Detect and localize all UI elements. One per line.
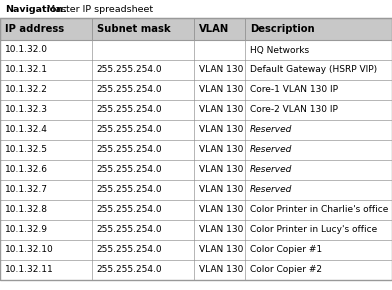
- Text: 255.255.254.0: 255.255.254.0: [97, 106, 162, 115]
- Text: 255.255.254.0: 255.255.254.0: [97, 206, 162, 215]
- Text: 10.1.32.10: 10.1.32.10: [5, 246, 53, 255]
- Text: VLAN 130: VLAN 130: [199, 86, 243, 95]
- Text: VLAN 130: VLAN 130: [199, 266, 243, 275]
- Text: 10.1.32.0: 10.1.32.0: [5, 46, 48, 55]
- Text: VLAN 130: VLAN 130: [199, 206, 243, 215]
- Text: 10.1.32.8: 10.1.32.8: [5, 206, 48, 215]
- Bar: [0, 180, 392, 200]
- Text: VLAN 130: VLAN 130: [199, 226, 243, 235]
- Text: Reserved: Reserved: [250, 166, 292, 175]
- Text: VLAN 130: VLAN 130: [199, 146, 243, 155]
- Text: Color Copier #2: Color Copier #2: [250, 266, 322, 275]
- Text: VLAN 130: VLAN 130: [199, 106, 243, 115]
- Text: 255.255.254.0: 255.255.254.0: [97, 126, 162, 135]
- Text: IP address: IP address: [5, 24, 64, 34]
- Text: Reserved: Reserved: [250, 126, 292, 135]
- Text: Description: Description: [250, 24, 314, 34]
- Bar: [0, 240, 392, 260]
- Text: 255.255.254.0: 255.255.254.0: [97, 226, 162, 235]
- Bar: [0, 18, 392, 40]
- Text: 10.1.32.7: 10.1.32.7: [5, 186, 48, 195]
- Text: VLAN: VLAN: [199, 24, 229, 34]
- Bar: [0, 60, 392, 80]
- Text: 10.1.32.4: 10.1.32.4: [5, 126, 47, 135]
- Text: 255.255.254.0: 255.255.254.0: [97, 186, 162, 195]
- Text: 10.1.32.3: 10.1.32.3: [5, 106, 48, 115]
- Bar: [0, 140, 392, 160]
- Text: VLAN 130: VLAN 130: [199, 66, 243, 75]
- Text: Master IP spreadsheet: Master IP spreadsheet: [44, 5, 153, 14]
- Text: 10.1.32.11: 10.1.32.11: [5, 266, 53, 275]
- Text: VLAN 130: VLAN 130: [199, 246, 243, 255]
- Bar: [0, 200, 392, 220]
- Bar: [0, 160, 392, 180]
- Text: 10.1.32.6: 10.1.32.6: [5, 166, 48, 175]
- Bar: [0, 40, 392, 60]
- Text: 10.1.32.9: 10.1.32.9: [5, 226, 48, 235]
- Text: 255.255.254.0: 255.255.254.0: [97, 246, 162, 255]
- Text: HQ Networks: HQ Networks: [250, 46, 309, 55]
- Text: Reserved: Reserved: [250, 186, 292, 195]
- Text: Navigation:: Navigation:: [5, 5, 67, 14]
- Text: Color Copier #1: Color Copier #1: [250, 246, 322, 255]
- Text: VLAN 130: VLAN 130: [199, 126, 243, 135]
- Bar: [0, 220, 392, 240]
- Text: Color Printer in Lucy's office: Color Printer in Lucy's office: [250, 226, 377, 235]
- Text: VLAN 130: VLAN 130: [199, 166, 243, 175]
- Text: Core-2 VLAN 130 IP: Core-2 VLAN 130 IP: [250, 106, 338, 115]
- Text: 255.255.254.0: 255.255.254.0: [97, 266, 162, 275]
- Text: Color Printer in Charlie's office: Color Printer in Charlie's office: [250, 206, 388, 215]
- Text: 10.1.32.1: 10.1.32.1: [5, 66, 48, 75]
- Bar: [0, 260, 392, 280]
- Text: 10.1.32.2: 10.1.32.2: [5, 86, 47, 95]
- Text: 255.255.254.0: 255.255.254.0: [97, 146, 162, 155]
- Text: Default Gateway (HSRP VIP): Default Gateway (HSRP VIP): [250, 66, 377, 75]
- Text: VLAN 130: VLAN 130: [199, 186, 243, 195]
- Text: Subnet mask: Subnet mask: [97, 24, 171, 34]
- Text: 255.255.254.0: 255.255.254.0: [97, 166, 162, 175]
- Text: Core-1 VLAN 130 IP: Core-1 VLAN 130 IP: [250, 86, 338, 95]
- Bar: [0, 120, 392, 140]
- Text: 10.1.32.5: 10.1.32.5: [5, 146, 48, 155]
- Bar: [0, 80, 392, 100]
- Text: 255.255.254.0: 255.255.254.0: [97, 86, 162, 95]
- Text: 255.255.254.0: 255.255.254.0: [97, 66, 162, 75]
- Text: Reserved: Reserved: [250, 146, 292, 155]
- Bar: [0, 100, 392, 120]
